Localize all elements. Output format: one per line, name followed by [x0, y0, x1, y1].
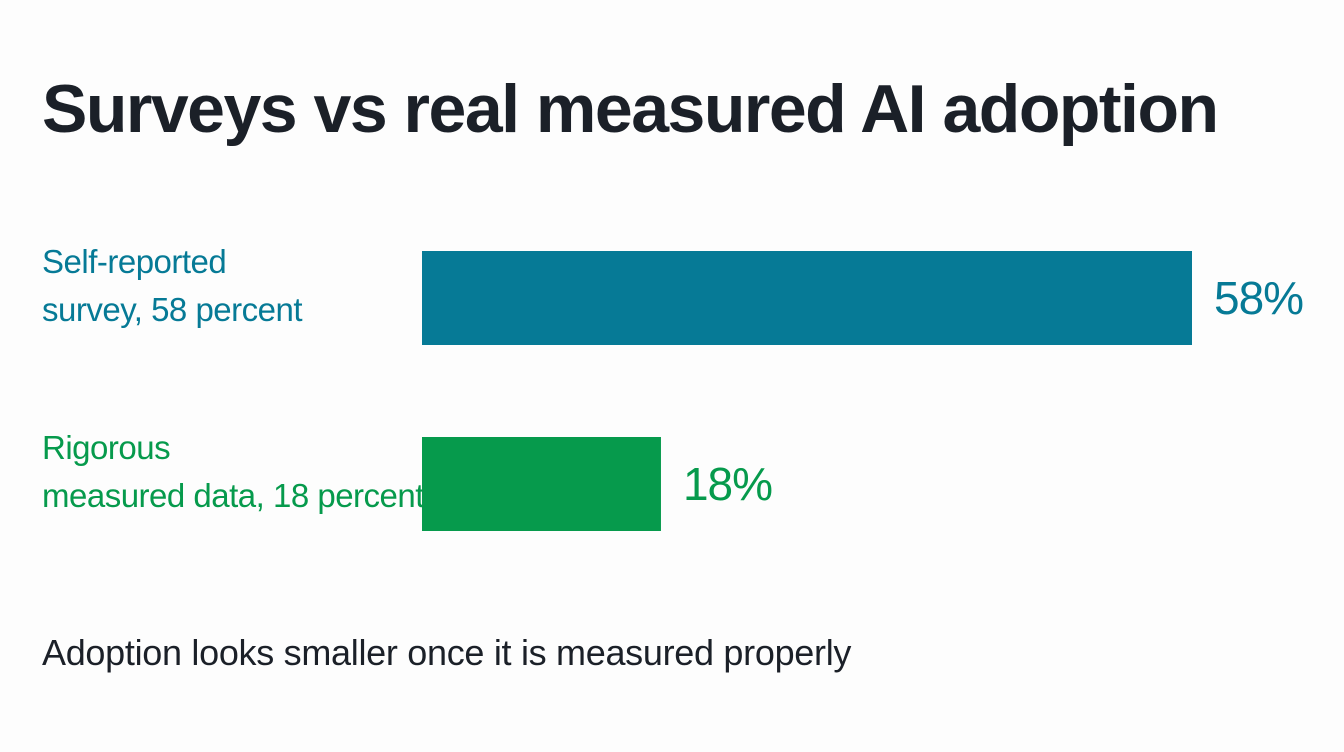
chart-subtitle: Adoption looks smaller once it is measur…	[42, 632, 852, 673]
chart-title: Surveys vs real measured AI adoption	[42, 71, 1219, 147]
category-label-2-line-1: Rigorous	[42, 429, 170, 466]
category-label-2-line-2: measured data, 18 percent	[42, 477, 424, 514]
category-label-1-line-2: survey, 58 percent	[42, 291, 302, 328]
value-label-1: 58%	[1214, 272, 1303, 324]
value-label-2: 18%	[683, 458, 772, 510]
bar-2	[422, 437, 661, 531]
bar-1	[422, 251, 1192, 345]
category-label-1-line-1: Self-reported	[42, 243, 226, 280]
